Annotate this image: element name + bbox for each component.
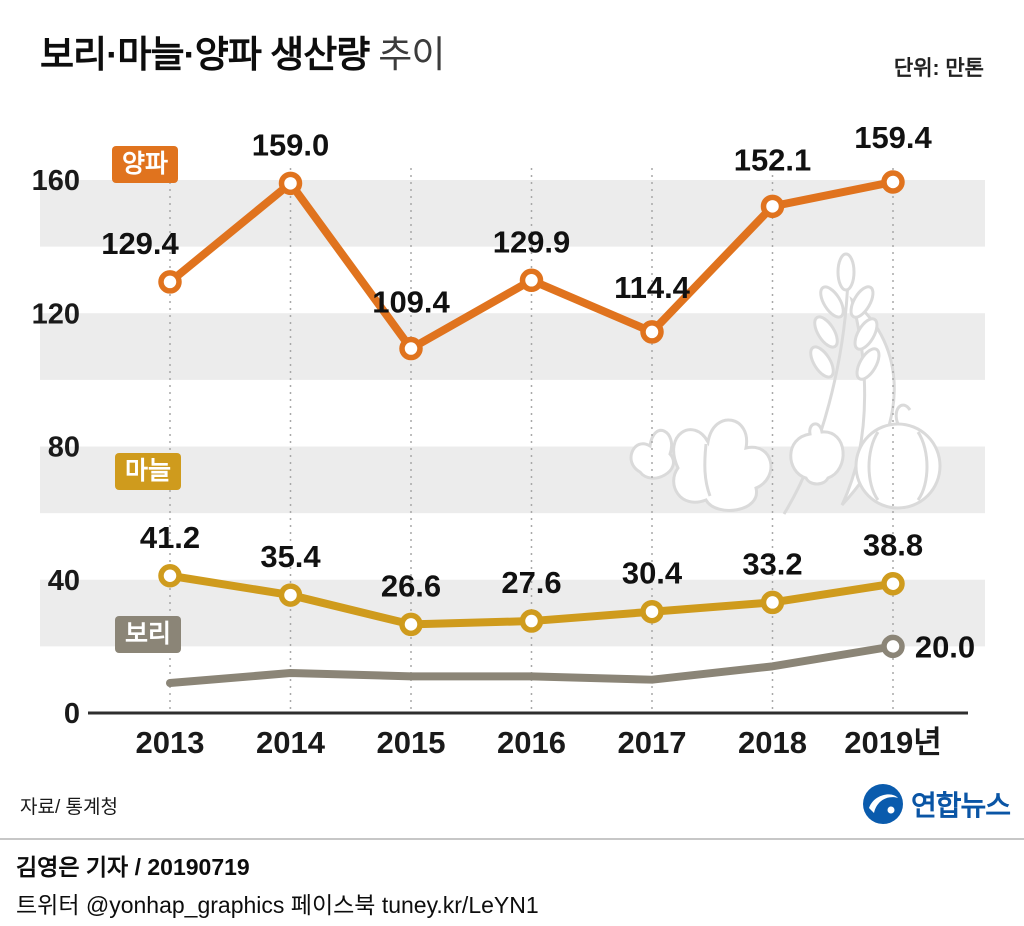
garlic-bulb-icon	[672, 418, 773, 512]
garlic-point-marker	[158, 564, 182, 588]
garlic-data-label: 30.4	[622, 556, 683, 591]
chart-layer: 0 40 80 120 160 2013 2014 2015 2016 2017 2018 2019년…	[32, 120, 976, 760]
garlic-clove-icon	[629, 429, 675, 480]
series-badge-onion: 양파	[112, 146, 178, 183]
background-band	[40, 180, 985, 247]
garlic-data-label: 33.2	[742, 546, 802, 581]
onion-point-marker	[399, 336, 423, 361]
onion-point-marker	[640, 320, 664, 344]
x-tick-label: 2018	[738, 725, 807, 760]
onion-point-marker	[158, 270, 182, 294]
yonhap-logo-text: 연합뉴스	[911, 790, 1011, 821]
garlic-data-label: 41.2	[140, 520, 200, 555]
source-label: 자료/ 통계청	[20, 797, 118, 818]
y-tick-label: 40	[48, 565, 80, 597]
x-tick-label: 2019년	[844, 725, 941, 760]
x-tick-label: 2016	[497, 725, 566, 760]
onion-ribs-icon	[867, 431, 929, 501]
onion-data-label: 114.4	[614, 270, 691, 305]
chart-title: 보리·마늘·양파 생산량 추이	[40, 24, 445, 78]
wheat-grain-icon	[836, 252, 856, 292]
barley-data-label: 20.0	[915, 629, 975, 664]
garlic-data-label: 27.6	[501, 565, 561, 600]
byline: 김영은 기자 / 20190719	[16, 854, 250, 880]
onion-data-label: 152.1	[734, 142, 812, 177]
onion-data-label: 159.0	[252, 127, 330, 162]
series-badge-barley: 보리	[115, 616, 181, 653]
onion-point-marker	[278, 171, 303, 196]
garlic-point-marker	[399, 612, 423, 637]
unit-label: 단위: 만톤	[893, 57, 984, 80]
onion-point-marker	[881, 170, 905, 194]
wheat-grain-icon	[855, 347, 881, 381]
onion-sprout-icon	[894, 403, 912, 425]
wheat-stem-icon	[782, 277, 850, 515]
wheat-grain-icon	[809, 345, 835, 379]
wheat-grain-icon	[813, 315, 839, 349]
garlic-data-label: 38.8	[863, 528, 923, 563]
onion-point-marker	[760, 194, 785, 219]
divider	[0, 838, 1024, 840]
social-handles: 트위터 @yonhap_graphics 페이스북 tuney.kr/LeYN1	[16, 892, 539, 918]
barley-point-marker	[881, 634, 905, 659]
garlic-point-marker	[640, 599, 664, 624]
series-badge-garlic: 마늘	[115, 453, 181, 490]
yonhap-logo-icon	[863, 784, 903, 824]
wheat-grain-icon	[819, 285, 845, 319]
chart-title-main: 보리·마늘·양파 생산량	[40, 34, 370, 75]
y-tick-label: 0	[64, 698, 80, 730]
garlic-point-marker	[519, 609, 544, 633]
x-tick-label: 2015	[377, 725, 446, 760]
garlic-point-marker	[760, 590, 785, 615]
garlic-point-marker	[881, 571, 905, 596]
x-tick-label: 2017	[618, 725, 687, 760]
x-tick-label: 2013	[136, 725, 205, 760]
wheat-grain-icon	[849, 285, 875, 319]
x-tick-label: 2014	[256, 725, 326, 760]
onion-data-label: 129.9	[493, 224, 571, 259]
garlic-line-icon	[703, 443, 712, 497]
y-tick-label: 120	[32, 298, 80, 330]
y-tick-label: 160	[32, 165, 80, 197]
onion-small-icon	[789, 422, 845, 486]
yonhap-logo: 연합뉴스	[862, 783, 1011, 825]
y-tick-label: 80	[48, 432, 80, 464]
garlic-data-label: 26.6	[381, 568, 441, 603]
onion-point-marker	[519, 268, 544, 293]
crops-watermark-illustration	[629, 252, 942, 515]
onion-data-label: 129.4	[101, 226, 179, 261]
wheat-grain-icon	[853, 317, 879, 351]
garlic-data-label: 35.4	[260, 539, 321, 574]
onion-data-label: 159.4	[854, 120, 932, 155]
garlic-point-marker	[278, 583, 303, 607]
barley-series-line	[166, 642, 897, 688]
chart-title-sub: 추이	[378, 34, 445, 75]
onion-data-label: 109.4	[372, 285, 450, 320]
